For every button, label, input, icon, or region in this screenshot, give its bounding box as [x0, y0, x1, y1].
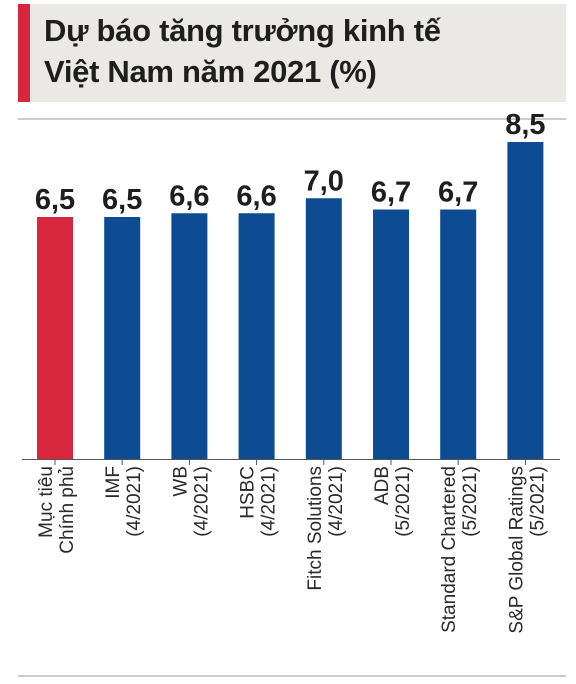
- bar-3: [238, 213, 275, 459]
- bar-value-label-3: 6,6: [236, 180, 276, 212]
- bar-5: [373, 209, 409, 459]
- bar-7: [507, 142, 544, 459]
- chart-title-line-2: Việt Nam năm 2021 (%): [44, 54, 377, 89]
- x-tick-label-7: S&P Global Ratings(5/2021): [506, 466, 548, 634]
- bar-value-label-7: 8,5: [505, 109, 545, 141]
- x-tick-label-2: WB(4/2021): [170, 466, 212, 537]
- chart-title: Dự báo tăng trưởng kinh tế Việt Nam năm …: [44, 10, 559, 92]
- bar-1: [104, 217, 141, 459]
- x-tick-label-3: HSBC(4/2021): [238, 466, 280, 537]
- bar-2: [171, 213, 208, 459]
- x-tick-label-1: IMF(4/2021): [103, 466, 145, 537]
- title-accent-bar: [18, 4, 30, 102]
- bar-4: [305, 198, 342, 459]
- bar-value-label-1: 6,5: [102, 184, 142, 216]
- x-tick-label-0: Mục tiêuChính phủ: [36, 466, 78, 554]
- bar-0: [37, 217, 73, 459]
- x-tick-label-4: Fitch Solutions(4/2021): [305, 466, 347, 591]
- bar-value-label-6: 6,7: [438, 177, 478, 209]
- bar-value-label-2: 6,6: [169, 180, 209, 212]
- x-tick-label-5: ADB(5/2021): [372, 466, 414, 537]
- bar-value-label-0: 6,5: [35, 184, 75, 216]
- bar-value-label-5: 6,7: [371, 177, 411, 209]
- chart-title-line-1: Dự báo tăng trưởng kinh tế: [44, 13, 441, 48]
- bar-value-label-4: 7,0: [304, 165, 344, 197]
- bar-6: [440, 209, 477, 459]
- x-tick-label-6: Standard Chartered(5/2021): [439, 466, 481, 633]
- title-panel: [18, 4, 566, 102]
